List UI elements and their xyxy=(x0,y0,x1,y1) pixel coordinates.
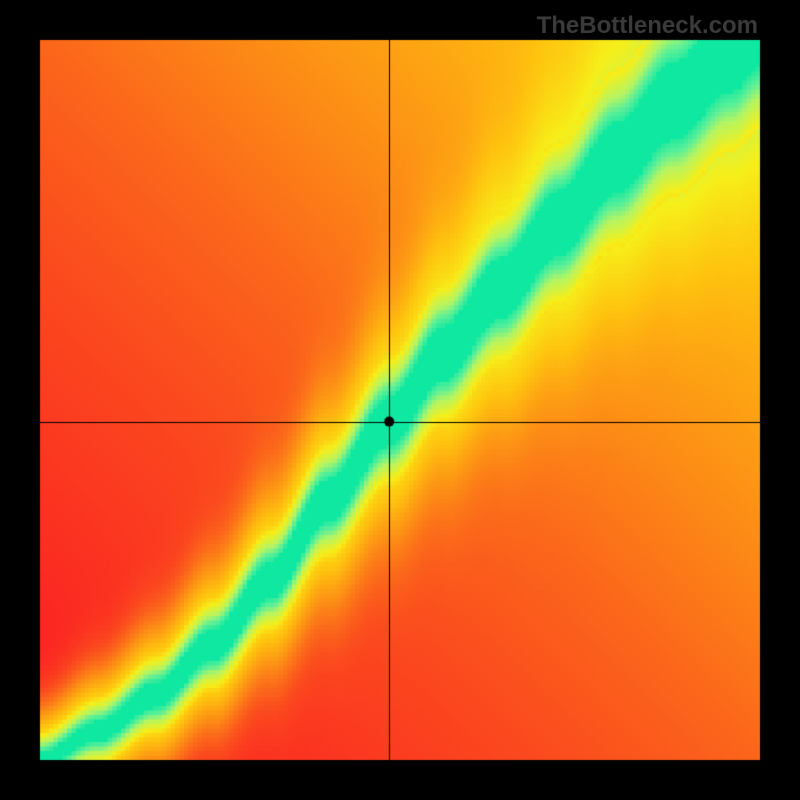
bottleneck-heatmap xyxy=(0,0,800,800)
chart-container: TheBottleneck.com xyxy=(0,0,800,800)
watermark-text: TheBottleneck.com xyxy=(537,12,758,40)
